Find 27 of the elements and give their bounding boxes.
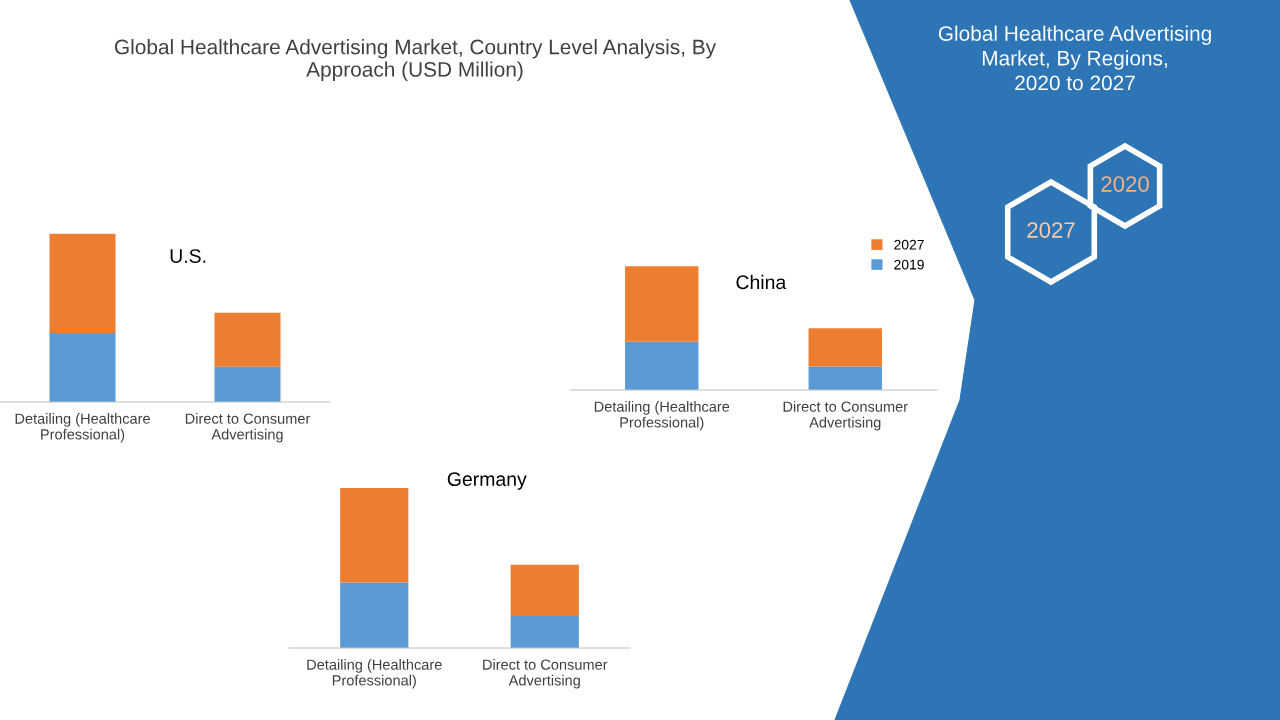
x-tick-label: Detailing (Healthcare Professional) xyxy=(594,401,730,431)
bar xyxy=(49,233,116,334)
text: U.S. xyxy=(170,249,206,263)
bar xyxy=(214,312,281,367)
chart-title: China xyxy=(736,274,787,290)
x-tick-label: Direct to Consumer Advertising xyxy=(783,401,908,431)
text: 2020 xyxy=(1101,176,1149,192)
x-tick-label: Direct to Consumer Advertising xyxy=(185,413,311,443)
bar xyxy=(214,366,281,402)
bar xyxy=(49,333,116,402)
chart-title: Germany xyxy=(447,472,527,490)
text: Global Healthcare Advertising Market, Country Level Analysis, By Approach (USD Million) xyxy=(114,39,717,81)
text: 2027 xyxy=(1027,222,1075,238)
bar xyxy=(510,564,579,616)
text: Global Healthcare Advertising Market, By Regions, 2020 to 2027 xyxy=(938,25,1211,91)
x-tick-label: Detailing (Healthcare Professional) xyxy=(15,413,150,443)
bar xyxy=(340,488,409,583)
legend-label: 2019 xyxy=(894,259,924,270)
bar xyxy=(340,582,409,648)
legend-label: 2027 xyxy=(894,239,924,250)
bar xyxy=(625,341,699,390)
bar xyxy=(625,266,699,342)
bar xyxy=(510,616,579,648)
x-tick-label: Direct to Consumer Advertising xyxy=(483,659,608,689)
bar xyxy=(808,328,882,367)
bar xyxy=(808,366,882,390)
x-tick-label: Detailing (Healthcare Professional) xyxy=(307,659,442,689)
